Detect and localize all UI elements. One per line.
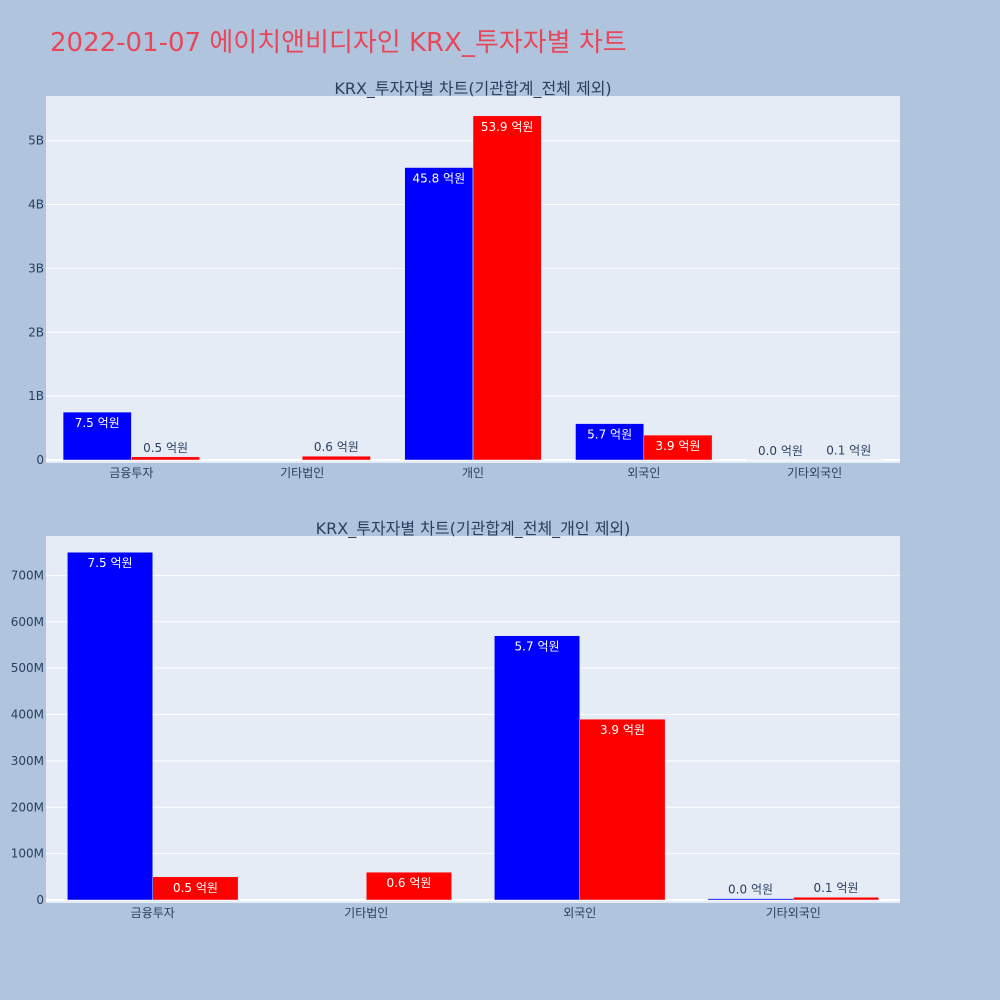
y-tick-label: 700M — [11, 568, 44, 582]
data-label: 0.0 억원 — [728, 883, 773, 897]
y-tick-label: 100M — [11, 847, 44, 861]
chart-title: KRX_투자자별 차트(기관합계_전체_개인 제외) — [316, 519, 631, 539]
data-label: 5.7 억원 — [515, 640, 560, 654]
data-label: 0.5 억원 — [143, 441, 188, 455]
y-tick-label: 200M — [11, 800, 44, 814]
y-tick-label: 0 — [36, 893, 44, 907]
y-tick-label: 500M — [11, 661, 44, 675]
y-tick-label: 600M — [11, 615, 44, 629]
chart-title: KRX_투자자별 차트(기관합계_전체 제외) — [334, 79, 611, 99]
bar — [643, 434, 713, 461]
chart-krx-all: 0 1B 2B 3B 4B 5B KRX_투자자별 차트(기관합계_전체 제외) 금융투자 7.… — [28, 79, 900, 480]
page-title: 2022-01-07 에이치앤비디자인 KRX_투자자별 차트 — [50, 28, 627, 58]
y-tick-label: 3B — [28, 261, 44, 275]
bar — [579, 718, 666, 901]
chart-krx-excl-individual: 0 100M 200M 300M 400M 500M 600M 700M KRX_투자자별 차트… — [11, 519, 900, 920]
x-tick-label: 기타법인 — [344, 906, 388, 920]
y-tick-label: 300M — [11, 754, 44, 768]
bar — [404, 167, 474, 461]
data-label: 0.6 억원 — [314, 440, 359, 454]
bar — [472, 115, 542, 461]
y-tick-label: 2B — [28, 325, 44, 339]
data-label: 3.9 억원 — [600, 723, 645, 737]
y-tick-label: 5B — [28, 134, 44, 148]
bar — [131, 456, 200, 461]
x-tick-label: 기타외국인 — [766, 906, 821, 920]
data-label: 3.9 억원 — [655, 439, 700, 453]
bar — [62, 411, 132, 461]
bar — [575, 423, 645, 461]
bar — [793, 896, 879, 901]
data-label: 5.7 억원 — [587, 428, 632, 442]
plot-area — [46, 536, 900, 903]
data-label: 45.8 억원 — [413, 172, 466, 186]
data-label: 0.1 억원 — [813, 881, 858, 895]
bar — [152, 876, 239, 901]
data-label: 0.1 억원 — [826, 444, 871, 458]
data-label: 7.5 억원 — [75, 416, 120, 430]
data-label: 0.0 억원 — [758, 444, 803, 458]
x-tick-label: 기타외국인 — [787, 466, 842, 480]
data-label: 53.9 억원 — [481, 120, 534, 134]
x-tick-label: 금융투자 — [109, 466, 153, 480]
data-label: 0.5 억원 — [173, 881, 218, 895]
bar — [301, 455, 371, 461]
bar — [67, 551, 153, 901]
bar — [494, 635, 581, 901]
bar — [366, 871, 452, 901]
y-tick-label: 0 — [36, 453, 44, 467]
x-tick-label: 외국인 — [627, 466, 660, 480]
x-tick-label: 외국인 — [563, 906, 596, 920]
x-tick-label: 기타법인 — [280, 466, 324, 480]
y-tick-label: 4B — [28, 198, 44, 212]
data-label: 0.6 억원 — [386, 876, 431, 890]
bar — [707, 898, 794, 901]
y-tick-label: 1B — [28, 389, 44, 403]
x-tick-label: 개인 — [462, 466, 484, 480]
data-label: 7.5 억원 — [88, 556, 133, 570]
y-tick-label: 400M — [11, 708, 44, 722]
x-tick-label: 금융투자 — [131, 906, 175, 920]
